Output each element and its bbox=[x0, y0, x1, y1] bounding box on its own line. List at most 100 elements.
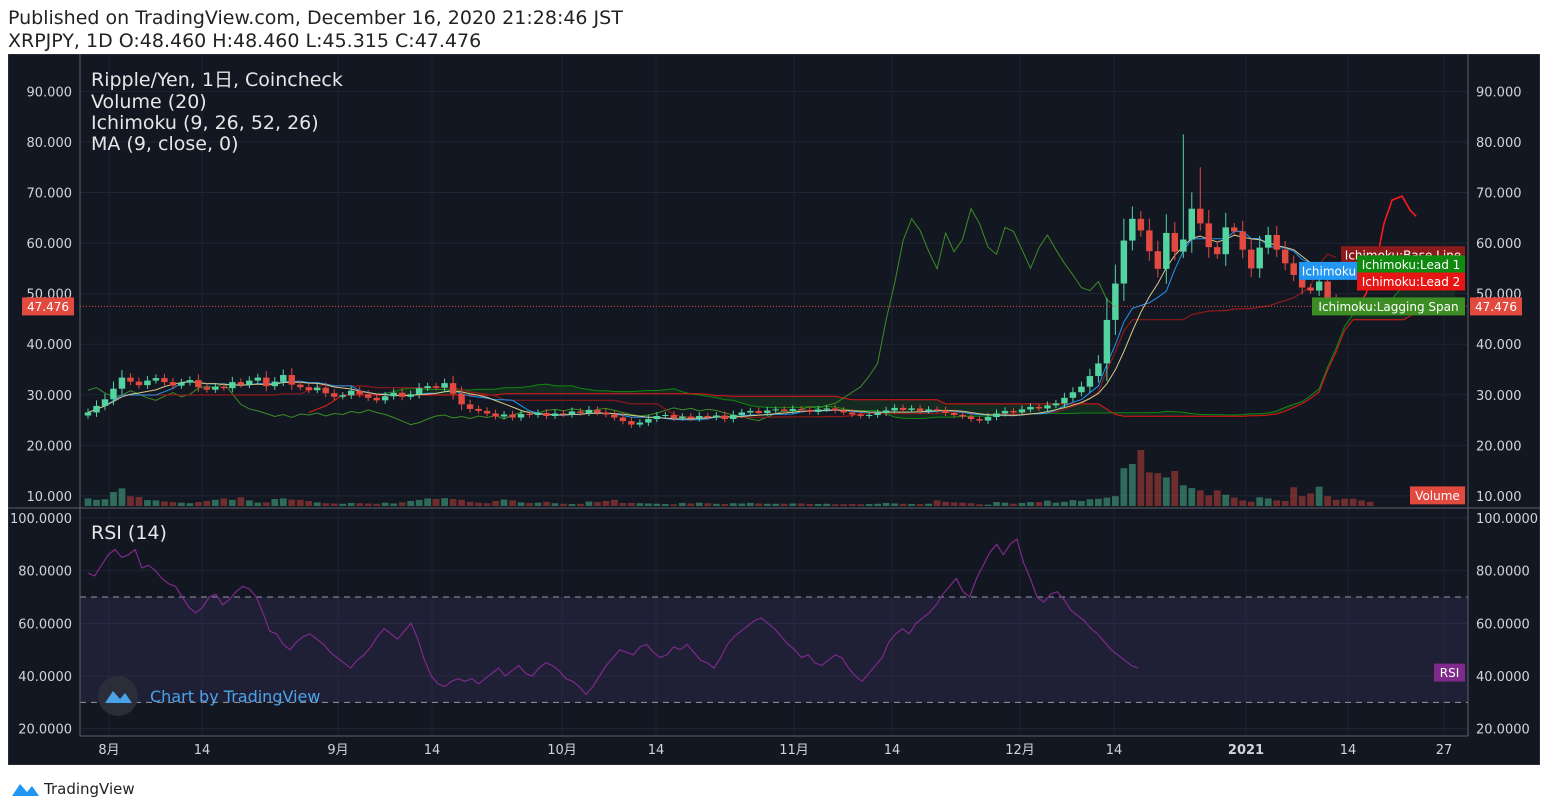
volume-bar bbox=[211, 499, 219, 506]
candle-body bbox=[1315, 281, 1323, 291]
volume-bar bbox=[712, 503, 720, 506]
volume-bar bbox=[1069, 500, 1077, 506]
candle-body bbox=[407, 394, 414, 397]
volume-bar bbox=[127, 496, 134, 506]
volume-bar bbox=[203, 500, 211, 506]
rsi-tick-left: 20.0000 bbox=[18, 723, 72, 738]
candle-body bbox=[959, 414, 966, 417]
volume-bar bbox=[806, 504, 814, 506]
legend-ma[interactable]: MA (9, close, 0) bbox=[91, 133, 239, 155]
legend-volume[interactable]: Volume (20) bbox=[91, 91, 207, 113]
candle-body bbox=[110, 388, 117, 400]
candle-body bbox=[687, 416, 695, 419]
volume-bar bbox=[1213, 490, 1221, 506]
chart-panel[interactable]: 10.000 10.000 20.000 20.000 30.000 30.000 40.0… bbox=[7, 53, 1541, 766]
volume-bar bbox=[916, 504, 924, 506]
legend-rsi[interactable]: RSI (14) bbox=[91, 522, 167, 544]
volume-bar bbox=[1298, 496, 1306, 506]
volume-bar bbox=[577, 503, 584, 506]
time-tick: 14 bbox=[884, 743, 901, 758]
candle-body bbox=[984, 417, 992, 421]
volume-bar bbox=[364, 503, 372, 506]
candle-body bbox=[144, 380, 151, 386]
volume-bar bbox=[1162, 477, 1170, 506]
time-tick: 11月 bbox=[779, 743, 809, 758]
candle-body bbox=[1086, 376, 1094, 387]
candle-body bbox=[628, 421, 635, 425]
volume-bar bbox=[1196, 490, 1204, 506]
lead1-tag: Ichimoku:Lead 1 bbox=[1362, 258, 1461, 272]
candle-body bbox=[585, 409, 593, 413]
rsi-tick-right: 100.0000 bbox=[1476, 512, 1538, 527]
candle-body bbox=[195, 380, 202, 388]
candle-body bbox=[526, 413, 533, 415]
lagging-span-tag: Ichimoku:Lagging Span bbox=[1318, 300, 1458, 314]
volume-bar bbox=[84, 498, 92, 506]
volume-bar bbox=[228, 499, 236, 506]
volume-bar bbox=[1205, 495, 1213, 506]
volume-bar bbox=[899, 503, 907, 506]
conversion-line bbox=[87, 230, 1337, 421]
volume-bar bbox=[967, 503, 975, 506]
volume-bar bbox=[857, 504, 865, 506]
volume-bar bbox=[407, 500, 415, 506]
candle-body bbox=[1103, 319, 1111, 364]
volume-bar bbox=[144, 500, 151, 506]
volume-bar bbox=[1247, 501, 1255, 506]
time-tick: 27 bbox=[1436, 743, 1453, 758]
volume-bar bbox=[755, 503, 763, 506]
price-tick-left: 20.000 bbox=[27, 439, 73, 454]
volume-bar bbox=[628, 502, 635, 506]
volume-bar bbox=[661, 504, 669, 506]
candle-body bbox=[1129, 218, 1136, 241]
volume-bar bbox=[763, 503, 771, 506]
legend-ichimoku[interactable]: Ichimoku (9, 26, 52, 26) bbox=[91, 112, 319, 134]
price-tick-right: 10.000 bbox=[1476, 490, 1522, 505]
candle-body bbox=[331, 393, 338, 397]
volume-bar bbox=[1222, 494, 1230, 506]
price-tick-left: 90.000 bbox=[27, 85, 73, 100]
candle-body bbox=[534, 412, 542, 415]
candle-body bbox=[449, 383, 457, 394]
candle-body bbox=[1239, 231, 1246, 250]
volume-bar bbox=[330, 503, 338, 506]
price-tick-right: 70.000 bbox=[1476, 187, 1522, 202]
candle-body bbox=[161, 378, 168, 383]
candle-body bbox=[1001, 410, 1009, 414]
volume-bar bbox=[653, 503, 661, 506]
chart-svg[interactable]: 10.000 10.000 20.000 20.000 30.000 30.000 40.0… bbox=[7, 53, 1541, 766]
candle-body bbox=[645, 419, 652, 423]
candle-body bbox=[1163, 232, 1170, 269]
candle-body bbox=[398, 392, 406, 397]
volume-bar bbox=[1332, 499, 1340, 506]
candle-body bbox=[611, 414, 618, 418]
candle-body bbox=[364, 394, 372, 398]
volume-bar bbox=[831, 504, 839, 506]
footer-brand[interactable]: TradingView bbox=[10, 778, 135, 800]
price-tick-left: 10.000 bbox=[27, 490, 73, 505]
candle-body bbox=[339, 395, 346, 397]
candle-body bbox=[93, 405, 100, 413]
volume-bar bbox=[1010, 503, 1017, 506]
rsi-tick-right: 60.0000 bbox=[1476, 617, 1530, 632]
volume-bar bbox=[721, 504, 729, 506]
candle-body bbox=[1137, 218, 1145, 231]
rsi-tick-left: 100.0000 bbox=[10, 512, 72, 527]
time-tick: 10月 bbox=[547, 743, 577, 758]
volume-bar bbox=[254, 502, 262, 506]
candle-body bbox=[636, 422, 644, 425]
candle-body bbox=[517, 413, 525, 418]
candle-body bbox=[882, 410, 890, 413]
candle-body bbox=[738, 412, 746, 415]
candle-body bbox=[373, 397, 380, 401]
candle-body bbox=[475, 408, 482, 411]
candle-body bbox=[857, 414, 864, 416]
time-tick: 14 bbox=[194, 743, 211, 758]
candle-body bbox=[1010, 410, 1017, 413]
candle-body bbox=[314, 387, 321, 391]
volume-bar bbox=[1230, 497, 1238, 506]
candle-body bbox=[755, 410, 762, 413]
volume-bar bbox=[560, 503, 567, 506]
volume-bar bbox=[602, 500, 610, 506]
legend-symbol[interactable]: Ripple/Yen, 1日, Coincheck bbox=[91, 69, 343, 91]
